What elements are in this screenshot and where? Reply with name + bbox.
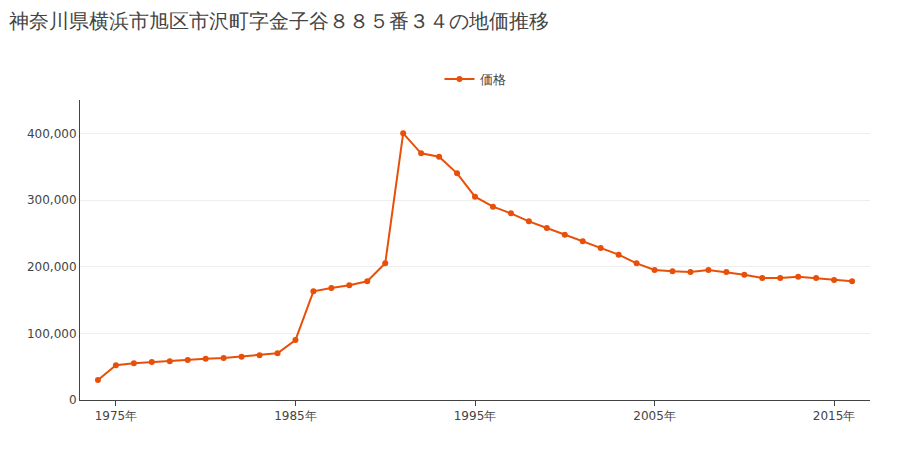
svg-text:1985年: 1985年 [274,409,317,423]
svg-text:200,000: 200,000 [27,260,77,274]
svg-text:2015年: 2015年 [813,409,856,423]
svg-text:価格: 価格 [480,72,506,87]
svg-text:神奈川県横浜市旭区市沢町字金子谷８８５番３４の地価推移: 神奈川県横浜市旭区市沢町字金子谷８８５番３４の地価推移 [9,9,549,33]
svg-text:100,000: 100,000 [27,327,77,341]
svg-text:400,000: 400,000 [27,127,77,141]
svg-text:0: 0 [69,393,77,407]
svg-text:1995年: 1995年 [454,409,497,423]
svg-text:2005年: 2005年 [633,409,676,423]
svg-text:1975年: 1975年 [95,409,138,423]
svg-text:300,000: 300,000 [27,193,77,207]
